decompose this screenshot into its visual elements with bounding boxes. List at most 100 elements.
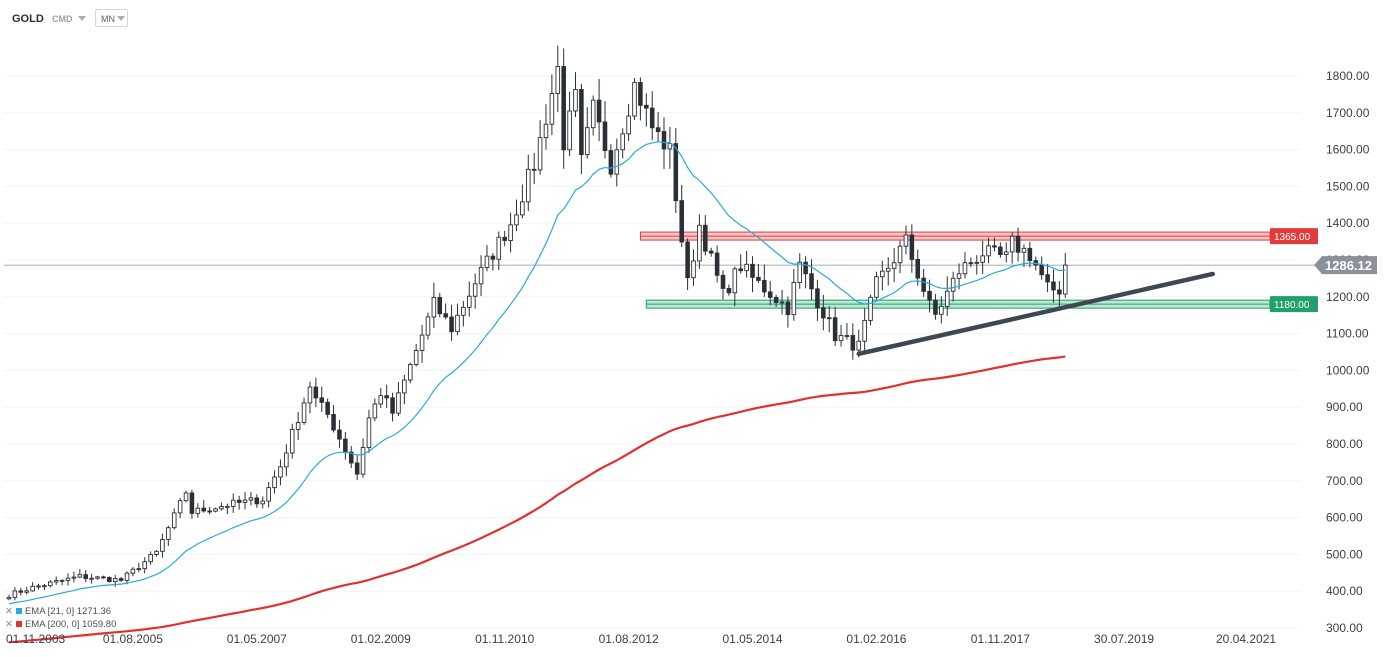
candle-bearish <box>661 131 667 150</box>
y-tick-label: 1500.00 <box>1326 179 1370 193</box>
source-dropdown-icon[interactable] <box>78 16 86 21</box>
candle-bullish <box>779 301 785 304</box>
candle-bullish <box>6 596 12 600</box>
ema200-value: 1059.80 <box>82 619 117 630</box>
candle-bullish <box>360 447 366 475</box>
candle-bullish <box>455 314 460 333</box>
candle-bearish <box>714 252 720 276</box>
timeframe-label: MN <box>101 14 115 24</box>
x-tick-label: 01.11.2010 <box>475 632 534 646</box>
candle-bullish <box>295 422 301 430</box>
candle-bullish <box>260 500 266 505</box>
candle-bullish <box>24 590 29 593</box>
candle-bearish <box>809 273 814 290</box>
candle-bullish <box>413 350 419 365</box>
candle-bearish <box>685 241 690 279</box>
candle-bearish <box>236 499 242 503</box>
candle-bearish <box>331 413 336 431</box>
y-tick-label: 1100.00 <box>1326 327 1369 341</box>
candle-bullish <box>567 110 572 151</box>
candle-bullish <box>278 466 283 478</box>
candle-bearish <box>655 127 661 132</box>
candle-bearish <box>992 245 997 248</box>
y-tick-label: 1400.00 <box>1326 216 1370 230</box>
candle-bullish <box>891 262 897 269</box>
candle-bullish <box>667 143 673 150</box>
candle-bullish <box>65 577 71 581</box>
y-tick-label: 700.00 <box>1326 474 1363 488</box>
candle-bullish <box>219 506 224 510</box>
remove-ema21-icon[interactable]: ✕ <box>5 606 13 617</box>
candle-bullish <box>543 123 549 139</box>
candle-bearish <box>118 578 124 581</box>
remove-ema200-icon[interactable]: ✕ <box>5 619 13 630</box>
candle-bullish <box>378 395 384 405</box>
candle-bullish <box>520 201 525 216</box>
candle-bullish <box>897 245 903 264</box>
candle-bullish <box>885 267 891 272</box>
candle-bullish <box>148 554 153 563</box>
source-label: CMD <box>52 14 73 24</box>
timeframe-select[interactable]: MN <box>95 9 128 27</box>
price-tags: 1365.00 1180.00 1286.12 <box>1270 228 1377 313</box>
legend-ema21: ✕ EMA [21, 0] 1271.36 <box>5 606 111 617</box>
candle-bullish <box>614 149 620 175</box>
x-tick-label: 01.08.2005 <box>103 632 163 646</box>
candle-bullish <box>903 234 909 247</box>
candle-bearish <box>608 150 614 175</box>
candle-bearish <box>1051 281 1056 291</box>
candle-bearish <box>773 296 779 303</box>
candle-bullish <box>590 99 596 129</box>
candle-bullish <box>838 335 844 342</box>
candle-bearish <box>968 262 974 265</box>
candle-bullish <box>230 499 236 507</box>
candle-bullish <box>53 580 59 583</box>
candle-bullish <box>59 579 65 582</box>
grid-lines <box>4 75 1300 629</box>
ema200-params: [200, 0] <box>47 619 80 630</box>
candle-bullish <box>514 214 519 226</box>
candle-bullish <box>248 497 254 501</box>
candle-bullish <box>791 281 797 316</box>
chart-toolbar: GOLD CMD MN <box>0 0 1386 36</box>
candle-bullish <box>826 317 832 320</box>
candle-bullish <box>472 283 478 297</box>
candle-bearish <box>1045 274 1050 283</box>
candle-bearish <box>720 274 726 289</box>
candle-bullish <box>1009 235 1015 253</box>
candle-bullish <box>366 417 372 449</box>
candle-bullish <box>537 137 543 171</box>
candle-bullish <box>36 585 41 588</box>
candle-bearish <box>319 397 325 403</box>
trendline[interactable] <box>856 271 1216 357</box>
candle-bullish <box>1021 247 1027 253</box>
candle-bullish <box>868 296 873 321</box>
candle-bullish <box>461 306 466 316</box>
candle-bearish <box>254 497 260 505</box>
candle-bearish <box>909 234 915 260</box>
candle-bearish <box>1027 247 1033 262</box>
y-axis: 1800.001700.001600.001500.001400.001300.… <box>1326 69 1370 635</box>
candle-bullish <box>478 267 484 285</box>
candle-bullish <box>425 316 431 336</box>
resistance-tag <box>1270 228 1318 245</box>
candle-bullish <box>986 245 991 257</box>
candle-bearish <box>726 287 732 294</box>
x-tick-label: 01.08.2012 <box>599 632 659 646</box>
candle-bullish <box>372 403 378 419</box>
candle-bullish <box>862 319 867 342</box>
ema200-swatch <box>15 621 22 628</box>
candle-bearish <box>762 279 767 293</box>
candle-bullish <box>508 224 513 241</box>
y-tick-label: 300.00 <box>1326 621 1363 635</box>
candle-bearish <box>561 66 566 151</box>
candle-bullish <box>431 297 437 318</box>
candle-bullish <box>266 487 271 502</box>
candle-bearish <box>502 236 507 241</box>
candle-bearish <box>348 451 354 464</box>
trendline-layer[interactable] <box>856 271 1216 357</box>
candle-bullish <box>124 572 130 581</box>
x-tick-label: 20.04.2021 <box>1216 632 1276 646</box>
current-price-badge <box>1314 256 1377 275</box>
